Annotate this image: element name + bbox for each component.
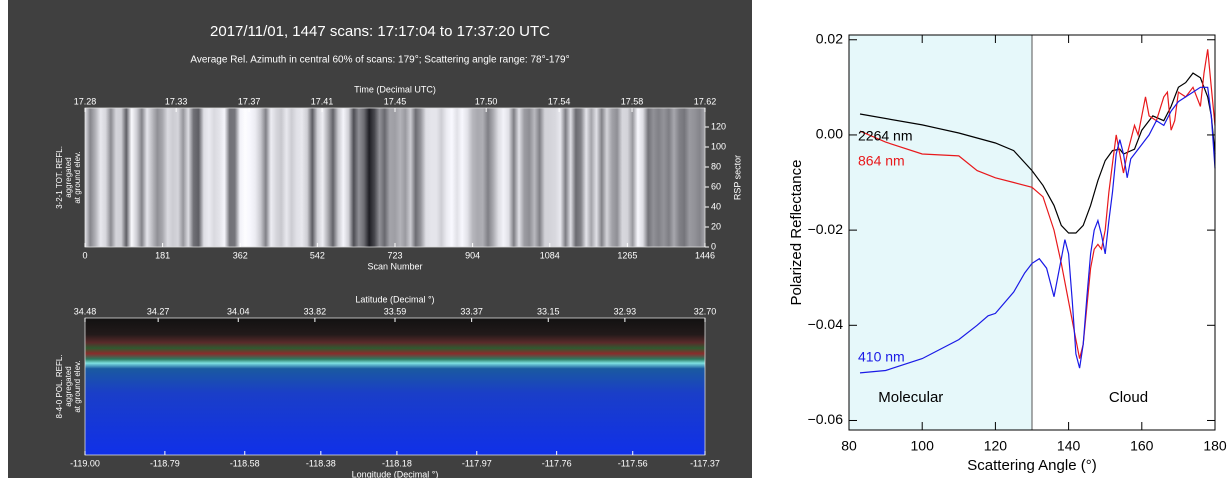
- tick-label: 17.37: [238, 96, 261, 106]
- y-tick-label: −0.06: [808, 411, 844, 427]
- subtitle: Average Rel. Azimuth in central 60% of s…: [190, 55, 569, 66]
- tick-label: 17.50: [475, 96, 498, 106]
- tick-label: 17.41: [311, 96, 334, 106]
- tick-label: 1084: [540, 250, 560, 260]
- axis-label: at ground elev.: [73, 360, 82, 412]
- tick-label: 904: [465, 250, 480, 260]
- tick-label: -118.79: [150, 458, 180, 468]
- tick-label: 60: [711, 181, 721, 191]
- tick-label: 17.28: [74, 96, 97, 106]
- tick-label: 0: [711, 241, 716, 251]
- tick-label: 17.62: [694, 96, 717, 106]
- tick-label: -118.58: [230, 458, 260, 468]
- tick-label: 20: [711, 221, 721, 231]
- tick-label: -117.76: [542, 458, 572, 468]
- line-chart: Molecular Cloud 2264 nm 864 nm 410 nm 80 100 12…: [788, 30, 1227, 474]
- tick-label: 362: [233, 250, 248, 260]
- title: 2017/11/01, 1447 scans: 17:17:04 to 17:3…: [210, 23, 550, 40]
- tot-refl-image: [85, 108, 705, 247]
- x-tick-label: 140: [1057, 438, 1081, 454]
- tick-label: -118.38: [306, 458, 336, 468]
- y-tick-label: −0.04: [808, 316, 844, 332]
- plot-frame: [848, 34, 1216, 431]
- tick-label: 34.27: [147, 306, 170, 316]
- axis-label: Time (Decimal UTC): [354, 84, 436, 94]
- tick-label: -117.97: [462, 458, 492, 468]
- series-label: 864 nm: [858, 153, 905, 169]
- tick-label: 33.59: [384, 306, 407, 316]
- axis-label: aggregated: [64, 157, 73, 197]
- tick-label: 1446: [695, 250, 715, 260]
- x-tick-label: 100: [911, 438, 935, 454]
- axis-label: 3-2-1 TOT. REFL.: [55, 146, 64, 209]
- shaded-region: [849, 35, 1032, 430]
- axis-label: aggregated: [64, 366, 73, 406]
- series-label: 2264 nm: [858, 128, 912, 144]
- tick-label: 17.33: [165, 96, 188, 106]
- x-tick-label: 160: [1130, 438, 1154, 454]
- x-axis-label: Scattering Angle (°): [967, 457, 1096, 474]
- tick-label: 0: [82, 250, 87, 260]
- tick-label: 120: [711, 121, 726, 131]
- tick-label: 34.04: [227, 306, 250, 316]
- tick-label: 17.58: [621, 96, 644, 106]
- tick-label: -117.37: [690, 458, 720, 468]
- pol-refl-image: [85, 318, 705, 455]
- x-tick-label: 80: [841, 438, 857, 454]
- axis-label: at ground elev.: [73, 151, 82, 203]
- axis-label: Longitude (Decimal °): [352, 469, 439, 478]
- y-axis-label: Polarized Reflectance: [788, 160, 805, 306]
- tick-label: 32.93: [614, 306, 637, 316]
- axis-label: RSP sector: [732, 155, 742, 200]
- tick-label: 17.54: [548, 96, 571, 106]
- annotation: Cloud: [1109, 389, 1148, 406]
- series-label: 410 nm: [858, 349, 905, 365]
- tick-label: 33.37: [460, 306, 483, 316]
- quicklook-panel: 2017/11/01, 1447 scans: 17:17:04 to 17:3…: [8, 0, 752, 478]
- tick-label: 33.82: [304, 306, 327, 316]
- axis-label: 8-4-0 POL. REFL.: [55, 354, 64, 418]
- tick-label: 34.48: [74, 306, 97, 316]
- tick-label: 33.15: [537, 306, 560, 316]
- tick-label: 40: [711, 201, 721, 211]
- series-line: [859, 86, 1216, 374]
- tick-label: 723: [387, 250, 402, 260]
- tick-label: 542: [310, 250, 325, 260]
- axis-label: Scan Number: [367, 261, 422, 271]
- axis-label: Latitude (Decimal °): [355, 294, 434, 304]
- tick-label: 80: [711, 161, 721, 171]
- region-label: Molecular: [878, 389, 943, 406]
- y-tick-label: 0.00: [816, 126, 843, 142]
- series-line: [859, 72, 1216, 234]
- tick-label: 32.70: [694, 306, 717, 316]
- x-tick-label: 120: [984, 438, 1008, 454]
- tick-label: -119.00: [70, 458, 100, 468]
- tick-label: -118.18: [382, 458, 412, 468]
- tick-label: 17.45: [384, 96, 407, 106]
- tick-label: -117.56: [618, 458, 648, 468]
- x-tick-label: 180: [1203, 438, 1227, 454]
- tick-label: 181: [155, 250, 170, 260]
- y-tick-label: −0.02: [808, 221, 844, 237]
- tick-label: 100: [711, 141, 726, 151]
- series-line: [859, 49, 1216, 359]
- y-tick-label: 0.02: [816, 30, 843, 46]
- tick-label: 1265: [617, 250, 637, 260]
